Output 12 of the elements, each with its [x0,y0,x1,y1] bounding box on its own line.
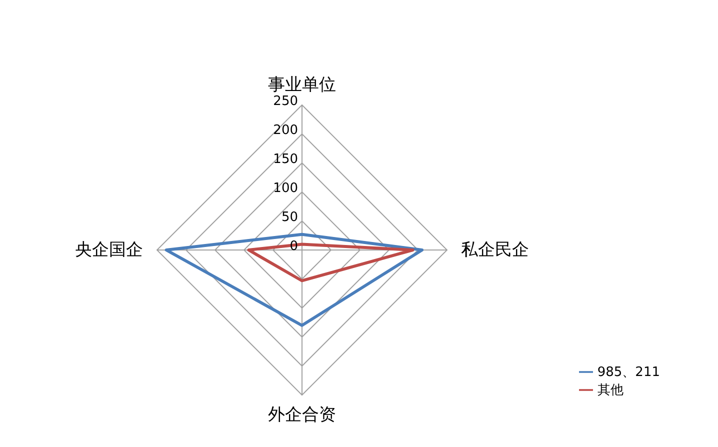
spoke-label: 事业单位 [268,75,336,95]
y-tick-label: 200 [273,123,298,138]
legend-label: 其他 [597,383,624,398]
y-tick-label: 50 [281,210,298,225]
y-tick-label: 0 [290,239,298,254]
spoke-label: 私企民企 [461,240,529,260]
y-tick-label: 100 [273,181,298,196]
spoke-label: 央企国企 [75,240,143,260]
legend-label: 985、211 [597,365,660,380]
y-tick-label: 150 [273,152,298,167]
y-tick-label: 250 [273,94,298,109]
spoke-label: 外企合资 [268,405,336,425]
